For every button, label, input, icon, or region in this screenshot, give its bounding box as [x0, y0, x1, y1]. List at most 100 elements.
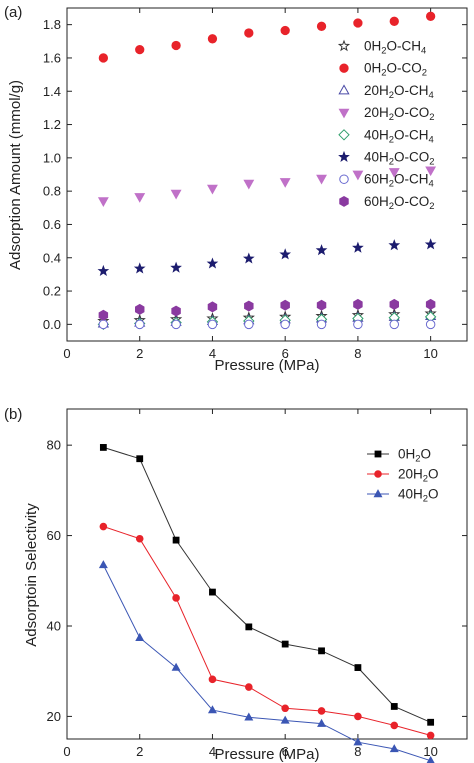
legend-item-60H2O-CH4: 60H2O-CH4	[339, 172, 434, 190]
panel-label: (a)	[4, 4, 22, 21]
data-point	[389, 298, 399, 310]
legend-label: 40H2O-CH4	[364, 127, 434, 145]
data-point	[99, 522, 108, 531]
data-point	[136, 455, 144, 463]
data-point	[353, 737, 363, 746]
series-20H2O	[99, 522, 435, 740]
data-point	[135, 534, 144, 543]
series-40H2O	[98, 560, 435, 763]
y-tick-label: 40	[47, 618, 61, 633]
legend: 0H2O-CH4 0H2O-CO2 20H2O-CH4 20H2O-CO2 40H2O-…	[337, 39, 435, 212]
panel-label: (b)	[4, 406, 22, 423]
data-point	[279, 178, 291, 188]
data-point	[97, 264, 110, 277]
data-point	[172, 594, 180, 602]
data-point	[279, 248, 292, 260]
legend-item-0H2O-CO2: 0H2O-CO2	[339, 61, 427, 79]
data-point	[135, 303, 145, 315]
data-point	[426, 755, 435, 763]
legend-marker	[339, 174, 349, 184]
data-point	[424, 238, 437, 250]
legend-label: 0H2O	[398, 447, 431, 465]
data-point	[133, 262, 146, 274]
legend-marker	[338, 150, 350, 162]
series-0H2O	[99, 444, 435, 726]
x-tick-label: 2	[136, 744, 143, 759]
x-tick-label: 6	[282, 346, 289, 361]
data-point	[207, 34, 218, 44]
legend-label: 20H2O-CH4	[364, 83, 434, 101]
legend-item-40H2O-CH4: 40H2O-CH4	[338, 127, 434, 145]
data-point	[245, 623, 253, 631]
series-line	[102, 564, 431, 762]
legend-item-0H2O: 0H2O	[367, 447, 431, 465]
y-tick-label: 0.6	[43, 217, 61, 232]
data-point	[316, 299, 327, 311]
y-tick-label: 1.4	[43, 84, 61, 99]
series-40H2O-CH4	[97, 311, 437, 331]
series-20H2O-CO2	[97, 166, 437, 207]
series-line	[103, 446, 431, 723]
data-point	[170, 261, 182, 273]
data-point	[389, 16, 399, 26]
x-tick-label: 4	[209, 744, 216, 759]
legend-item-20H2O: 20H2O	[367, 467, 439, 485]
y-tick-label: 0.8	[43, 184, 61, 199]
data-point	[354, 664, 362, 671]
data-point	[280, 299, 290, 311]
x-tick-label: 10	[423, 346, 437, 361]
data-point	[244, 28, 254, 38]
plot-frame	[66, 408, 468, 740]
x-tick-label: 10	[423, 744, 437, 759]
y-tick-label: 1.0	[43, 150, 61, 165]
legend-item-40H2O: 40H2O	[367, 487, 439, 505]
data-point	[390, 703, 398, 710]
data-point	[426, 731, 435, 740]
data-point	[353, 319, 363, 330]
y-tick-label: 80	[47, 438, 61, 453]
legend-label: 40H2O	[398, 487, 439, 505]
legend-marker	[373, 489, 383, 498]
data-point	[98, 53, 109, 63]
data-point	[245, 683, 253, 691]
data-point	[427, 718, 435, 726]
data-point	[280, 715, 290, 724]
legend-label: 0H2O-CH4	[364, 39, 426, 57]
data-point	[316, 319, 327, 330]
data-point	[425, 166, 437, 177]
legend: 0H2O 20H2O 40H2O	[367, 447, 439, 505]
data-point	[171, 662, 181, 671]
legend-item-40H2O-CO2: 40H2O-CO2	[338, 150, 435, 168]
x-ticks: 0 2 4 6 8 10	[63, 8, 438, 361]
data-point	[425, 298, 436, 310]
series-60H2O-CH4	[98, 319, 436, 330]
data-point	[208, 675, 217, 684]
data-point	[172, 536, 180, 544]
x-axis-label: Pressure (MPa)	[214, 357, 319, 374]
data-point	[281, 640, 289, 648]
legend-marker	[338, 84, 350, 95]
y-tick-label: 1.8	[43, 17, 61, 32]
legend-marker	[339, 195, 349, 207]
y-ticks: 0.0 0.2 0.4 0.6 0.8 1.0 1.2 1.4 1.6 1.8	[43, 17, 467, 332]
data-point	[353, 18, 363, 28]
data-point	[280, 319, 290, 330]
series-0H2O-CH4	[97, 307, 437, 327]
data-point	[425, 11, 436, 21]
data-point	[171, 40, 181, 51]
y-tick-label: 0.2	[43, 284, 61, 299]
data-point	[281, 704, 289, 713]
legend-item-60H2O-CO2: 60H2O-CO2	[339, 194, 435, 212]
x-axis-label: Pressure (MPa)	[214, 746, 319, 763]
data-point	[315, 244, 328, 256]
legend-item-20H2O-CH4: 20H2O-CH4	[338, 83, 434, 101]
data-point	[389, 319, 400, 330]
data-point	[388, 168, 400, 178]
y-tick-label: 1.6	[43, 50, 61, 65]
x-tick-label: 2	[136, 346, 143, 361]
data-point	[135, 44, 145, 55]
y-ticks: 20 40 60 80	[47, 438, 467, 724]
chart-a: (a) 0.0 0.2 0.4 0.6 0.8 1.0 1.2 1.4 1.6 1.8 0 2 4 6 8…	[4, 4, 468, 374]
data-point	[352, 241, 364, 253]
data-point	[207, 705, 217, 714]
